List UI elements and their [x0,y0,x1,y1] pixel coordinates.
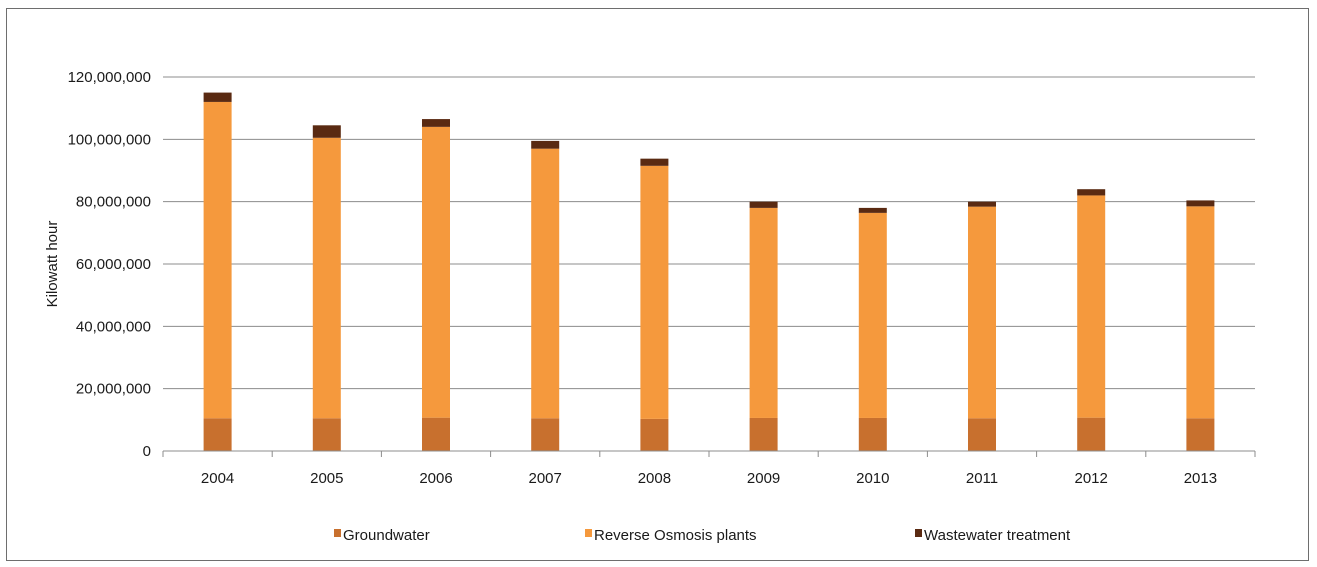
bar-wastewater-treatment-2008 [640,158,669,166]
bar-reverse-osmosis-2013 [1186,206,1215,419]
bar-reverse-osmosis-2007 [531,148,560,419]
bar-groundwater-2007 [531,418,560,451]
y-axis-ticks: 0 20,000,000 40,000,000 60,000,000 80,000,00… [68,69,151,460]
bar-wastewater-treatment-2010 [858,207,887,213]
legend-label-wastewater-treatment: Wastewater treatment [924,527,1071,544]
bar-reverse-osmosis-2011 [968,206,996,419]
y-tick-label: 40,000,000 [76,318,151,335]
y-tick-label: 80,000,000 [76,194,151,211]
bar-groundwater-2011 [968,418,996,451]
x-tick-label: 2011 [966,470,998,487]
gridlines [163,76,1255,390]
bar-groundwater-2012 [1077,417,1106,451]
bar-groundwater-2008 [640,418,669,451]
bar-groundwater-2006 [422,417,450,451]
bar-reverse-osmosis-2004 [203,101,232,419]
legend-swatch-wastewater-treatment [915,529,922,537]
x-tick-label: 2008 [638,470,671,487]
legend-label-reverse-osmosis: Reverse Osmosis plants [594,527,757,544]
bar-wastewater-treatment-2011 [968,201,996,207]
bar-wastewater-treatment-2004 [203,92,232,102]
bar-groundwater-2005 [312,418,341,451]
legend: Groundwater Reverse Osmosis plants Wastewa… [334,527,1071,544]
bar-groundwater-2004 [203,418,232,451]
x-tick-label: 2006 [419,470,452,487]
bar-reverse-osmosis-2010 [858,212,887,418]
legend-label-groundwater: Groundwater [343,527,430,544]
x-axis-ticks: 2004 2005 2006 2007 2008 2009 2010 2011 2012 2013 [162,451,1256,487]
bar-wastewater-treatment-2005 [312,125,341,138]
x-tick-label: 2013 [1184,470,1217,487]
y-axis-label: Kilowatt hour [44,221,61,308]
bar-wastewater-treatment-2012 [1077,189,1106,196]
bar-reverse-osmosis-2008 [640,165,669,419]
bar-reverse-osmosis-2005 [312,137,341,419]
y-tick-label: 120,000,000 [68,69,151,86]
y-tick-label: 100,000,000 [68,131,151,148]
bar-wastewater-treatment-2009 [749,201,778,208]
legend-swatch-groundwater [334,529,341,537]
bar-reverse-osmosis-2006 [422,126,450,418]
bar-reverse-osmosis-2009 [749,207,778,418]
bar-reverse-osmosis-2012 [1077,195,1106,418]
bar-groundwater-2013 [1186,418,1215,451]
x-tick-label: 2004 [201,470,234,487]
bar-groundwater-2010 [858,417,887,451]
x-tick-label: 2007 [529,470,562,487]
x-tick-label: 2010 [856,470,889,487]
x-tick-label: 2012 [1075,470,1108,487]
bar-wastewater-treatment-2013 [1186,200,1215,207]
y-tick-label: 0 [143,443,151,460]
bar-wastewater-treatment-2007 [531,140,560,149]
y-tick-label: 60,000,000 [76,256,151,273]
bar-groundwater-2009 [749,417,778,451]
bar-wastewater-treatment-2006 [422,119,450,127]
legend-swatch-reverse-osmosis [585,529,592,537]
x-tick-label: 2005 [310,470,343,487]
y-tick-label: 20,000,000 [76,381,151,398]
x-tick-label: 2009 [747,470,780,487]
bars [203,92,1215,451]
